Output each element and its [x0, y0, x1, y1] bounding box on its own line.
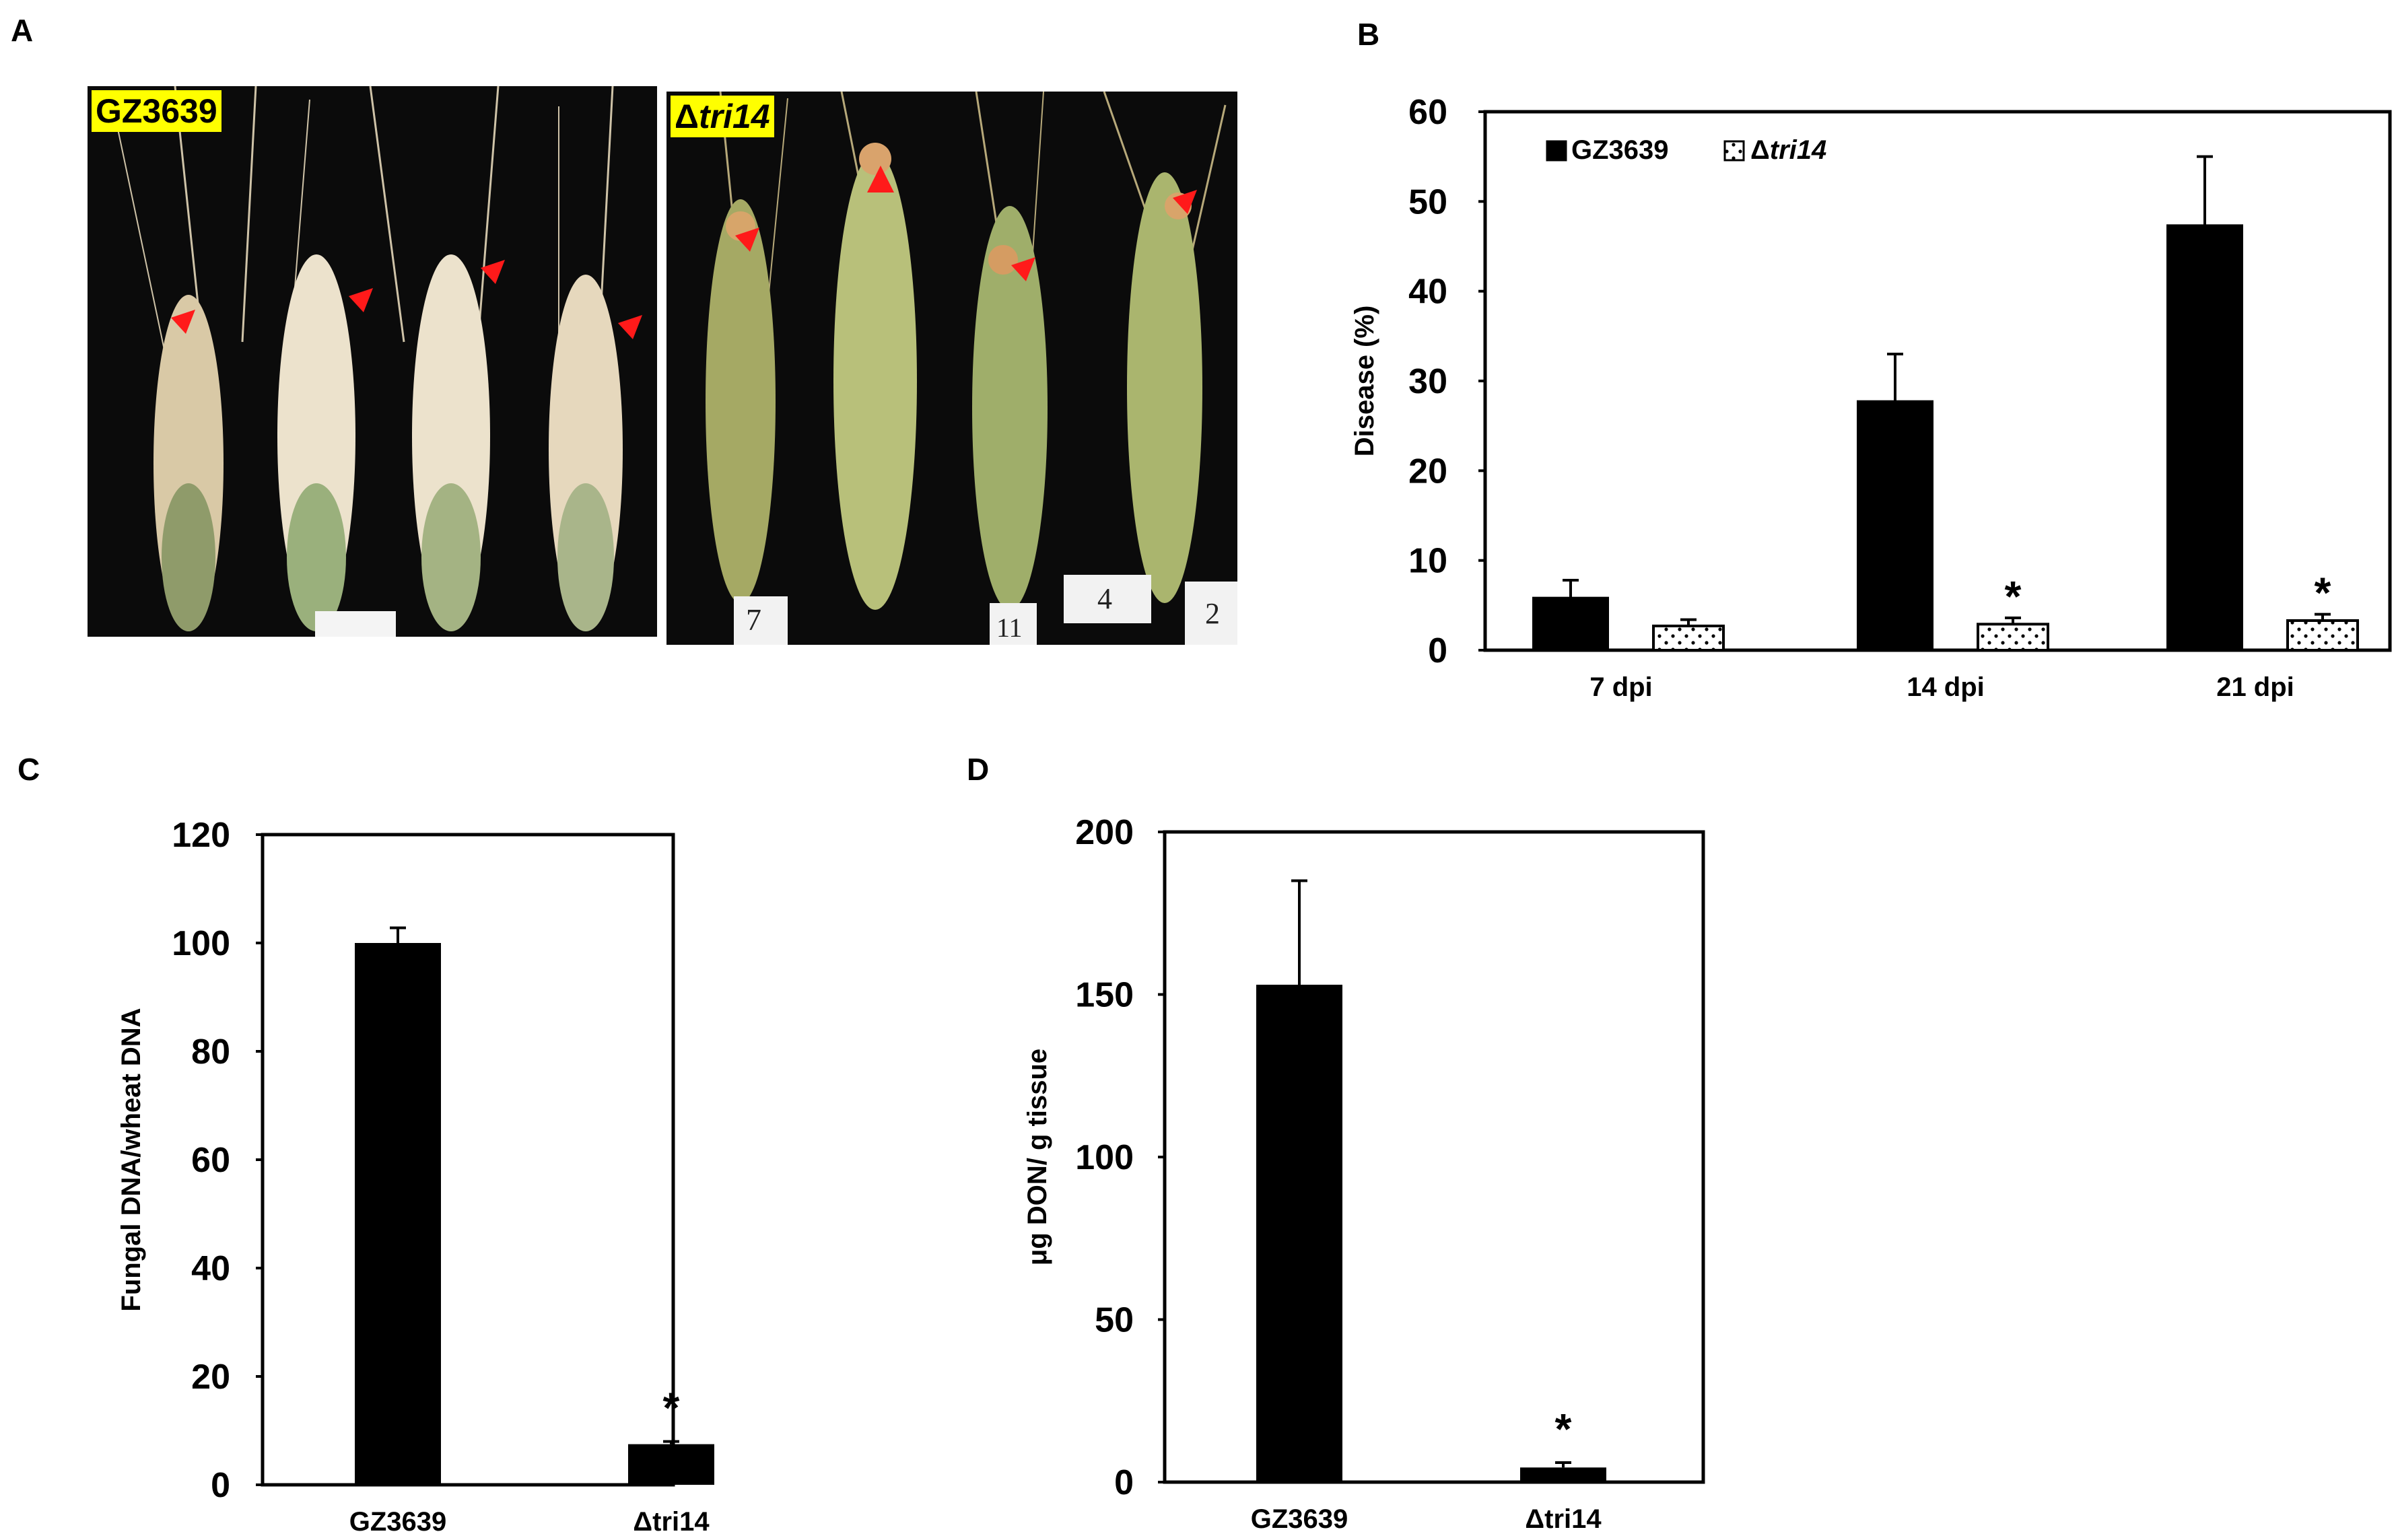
y-tick-label: 50	[1095, 1301, 1134, 1340]
panel-letter-d: D	[967, 752, 990, 787]
significance-marker: *	[2315, 569, 2331, 617]
x-category-label: 7 dpi	[1589, 672, 1652, 702]
y-tick-label: 20	[1408, 452, 1447, 491]
panel-letter-b: B	[1357, 17, 1380, 52]
y-tick-label: 150	[1075, 976, 1134, 1015]
panel-letter-c: C	[18, 752, 40, 787]
y-tick-label: 120	[172, 816, 230, 855]
significance-marker: *	[2005, 572, 2022, 621]
panel-letter-a: A	[11, 13, 34, 48]
y-tick-label: 0	[1428, 631, 1447, 670]
y-axis-label: Disease (%)	[1350, 306, 1379, 457]
tag-11: 11	[996, 612, 1023, 643]
y-tick-label: 200	[1075, 813, 1134, 852]
wheat-spikes-tri14: 7 11 4 2	[706, 92, 1237, 645]
x-category-label: 14 dpi	[1907, 672, 1985, 702]
y-tick-label: 30	[1408, 362, 1447, 401]
y-axis-label: μg DON/ g tissue	[1023, 1049, 1052, 1265]
y-axis-label: Fungal DNA/wheat DNA	[116, 1008, 146, 1311]
bar	[355, 943, 441, 1485]
photo-gz3639: GZ3639	[88, 86, 657, 637]
delta-symbol: Δ	[675, 98, 699, 135]
y-tick-label: 100	[1075, 1138, 1134, 1177]
legend-label-tri14: Δtri14	[1750, 135, 1826, 165]
photo-label-gz3639: GZ3639	[92, 90, 221, 132]
x-category-label: Δtri14	[633, 1507, 710, 1537]
y-tick-label: 60	[1408, 93, 1447, 132]
significance-marker: *	[663, 1384, 680, 1432]
bar-tri14	[1977, 623, 2049, 652]
x-category-label: GZ3639	[1251, 1504, 1348, 1534]
y-tick-label: 100	[172, 924, 230, 963]
tag-4: 4	[1097, 582, 1112, 615]
chart-b-disease: 0 10 20 30 40 50 60 Disease (%) 7 dpi 14 dpi * 21 d…	[1350, 93, 2392, 702]
chart-c-fungal-dna: 0 20 40 60 80 100 120 Fungal DNA/wheat DNA GZ363…	[116, 816, 714, 1537]
legend-swatch-tri14	[1723, 140, 1745, 162]
tag-7: 7	[746, 602, 761, 637]
bar-tri14	[2286, 619, 2359, 652]
bar	[1256, 985, 1342, 1482]
x-category-label: Δtri14	[1525, 1504, 1602, 1534]
legend-gene: tri14	[1770, 135, 1827, 165]
legend-swatch-gz3639	[1546, 140, 1567, 162]
y-tick-label: 50	[1408, 182, 1447, 221]
bar-gz3639	[2166, 224, 2243, 652]
gene-name: tri14	[698, 98, 770, 135]
plot-frame	[1483, 110, 2392, 652]
photo-label-tri14: Δtri14	[671, 96, 774, 137]
plot-frame	[261, 833, 675, 1487]
photo-tri14: 7 11 4 2 Δtri14	[666, 92, 1237, 645]
bar	[1520, 1467, 1606, 1482]
y-tick-label: 0	[211, 1466, 230, 1505]
y-tick-label: 0	[1114, 1463, 1134, 1502]
bar-gz3639	[1532, 596, 1609, 652]
plot-frame	[1163, 830, 1705, 1484]
wheat-spikes-gz3639	[114, 86, 642, 637]
y-tick-label: 80	[191, 1032, 230, 1072]
y-tick-label: 20	[191, 1358, 230, 1397]
y-tick-label: 60	[191, 1141, 230, 1180]
bar	[628, 1444, 714, 1485]
y-tick-label: 40	[191, 1249, 230, 1288]
legend-label-gz3639: GZ3639	[1571, 135, 1669, 165]
x-category-label: GZ3639	[349, 1507, 447, 1537]
bar-gz3639	[1857, 400, 1933, 652]
chart-d-don: 0 50 100 150 200 μg DON/ g tissue GZ3639 Δtri14…	[1023, 813, 1705, 1534]
x-category-label: 21 dpi	[2216, 672, 2294, 702]
significance-marker: *	[1555, 1405, 1572, 1453]
tag-2: 2	[1205, 597, 1220, 630]
y-tick-label: 10	[1408, 542, 1447, 581]
y-tick-label: 40	[1408, 273, 1447, 312]
bar-tri14	[1652, 625, 1725, 652]
legend-delta: Δ	[1750, 135, 1770, 165]
